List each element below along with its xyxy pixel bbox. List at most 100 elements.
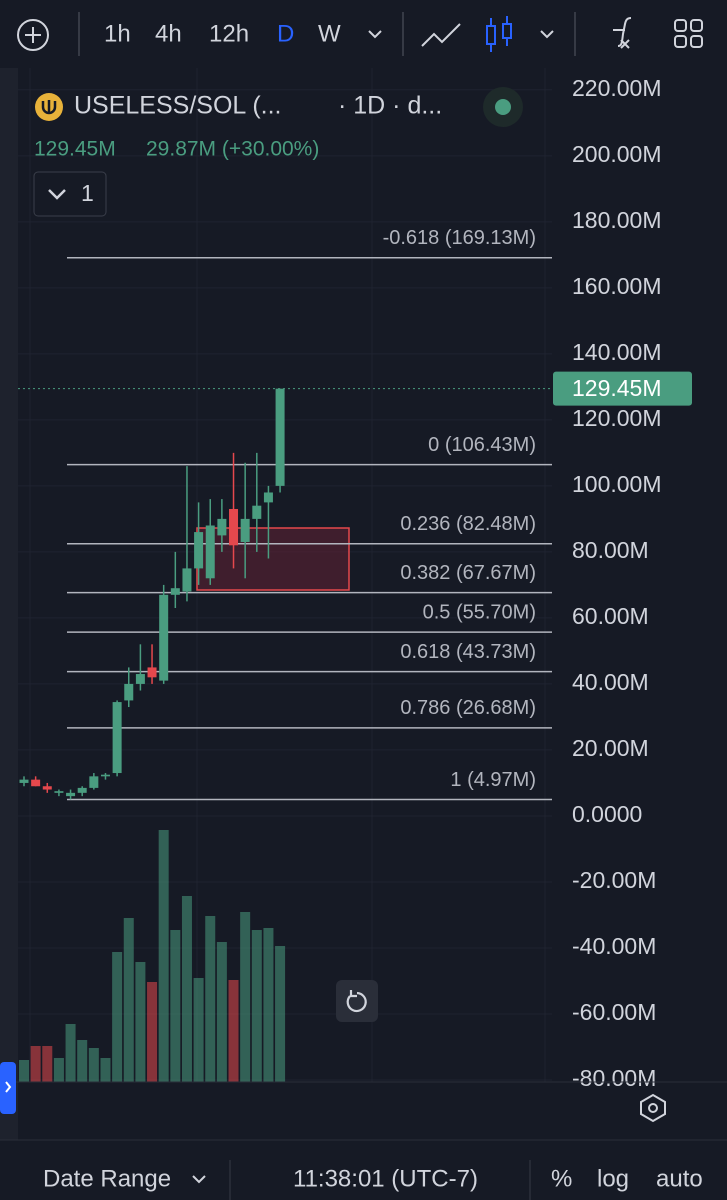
candle-body xyxy=(31,779,41,787)
interval-button[interactable]: D xyxy=(277,20,294,47)
volume-bar xyxy=(65,1024,76,1082)
y-tick-label: 60.00M xyxy=(572,603,649,629)
candle-body xyxy=(54,791,64,793)
volume-bar xyxy=(240,912,251,1082)
candle-body xyxy=(205,525,215,579)
volume-bar xyxy=(275,946,286,1082)
volume-bar xyxy=(88,1048,99,1082)
volume-bar xyxy=(147,982,158,1082)
candle-body xyxy=(147,667,157,678)
volume-bar xyxy=(30,1046,41,1082)
y-tick-label: 160.00M xyxy=(572,273,662,299)
y-tick-label: -80.00M xyxy=(572,1065,656,1091)
volume-bar xyxy=(158,830,169,1082)
line-chart-icon[interactable] xyxy=(421,23,461,47)
fib-level-label: 0.786 (26.68M) xyxy=(400,697,536,719)
volume-bar xyxy=(216,942,227,1082)
indicators-count: 1 xyxy=(81,180,94,206)
candle-body xyxy=(135,674,145,684)
indicators-toggle[interactable] xyxy=(33,171,107,217)
last-price-label: 129.45M xyxy=(572,375,662,401)
symbol-name[interactable]: USELESS/SOL (... xyxy=(74,92,281,120)
volume-bar xyxy=(205,916,216,1082)
fib-level-label: 0.236 (82.48M) xyxy=(400,513,536,535)
interval-button[interactable]: W xyxy=(318,20,341,47)
interval-button[interactable]: 1h xyxy=(104,20,131,47)
settings-dot xyxy=(648,1103,658,1113)
side-handle-arrow xyxy=(5,1081,12,1093)
clock: 11:38:01 (UTC-7) xyxy=(293,1165,478,1192)
y-tick-label: -60.00M xyxy=(572,999,656,1025)
candle-body xyxy=(112,702,122,774)
settings-icon[interactable] xyxy=(640,1093,666,1123)
last-price-tag xyxy=(553,371,692,406)
candle-body xyxy=(159,594,169,681)
volume-bar xyxy=(170,930,181,1082)
candle-body xyxy=(275,388,285,486)
y-tick-label: 20.00M xyxy=(572,735,649,761)
y-tick-label: 40.00M xyxy=(572,669,649,695)
y-tick-label: 100.00M xyxy=(572,471,662,497)
left-strip xyxy=(0,68,18,1140)
fib-level-label: 0 (106.43M) xyxy=(428,434,536,456)
y-tick-label: -40.00M xyxy=(572,933,656,959)
candle-body xyxy=(182,568,192,592)
add-button[interactable] xyxy=(17,19,49,51)
y-tick-label: -20.00M xyxy=(572,867,656,893)
candle-body xyxy=(229,508,239,546)
percent-toggle[interactable]: % xyxy=(551,1165,572,1192)
interval-button[interactable]: 12h xyxy=(209,20,249,47)
y-tick-label: 220.00M xyxy=(572,75,662,101)
y-tick-label: 120.00M xyxy=(572,405,662,431)
auto-toggle[interactable]: auto xyxy=(656,1165,703,1192)
interval-label: · 1D · d... xyxy=(338,92,442,120)
volume-bar xyxy=(112,952,123,1082)
candle-body xyxy=(252,505,262,519)
candle-body xyxy=(170,588,180,595)
indicators-icon[interactable] xyxy=(613,17,632,49)
layout-icon[interactable] xyxy=(674,19,703,48)
y-tick-label: 140.00M xyxy=(572,339,662,365)
fib-level-label: 1 (4.97M) xyxy=(450,769,536,791)
volume-bar xyxy=(19,1060,29,1082)
candle-body xyxy=(42,786,52,790)
candle-body xyxy=(19,779,29,783)
candle-body xyxy=(89,776,99,788)
fib-level-label: 0.618 (43.73M) xyxy=(400,641,536,663)
reset-button[interactable] xyxy=(336,980,378,1022)
log-toggle[interactable]: log xyxy=(597,1165,629,1192)
reset-icon xyxy=(346,990,367,1013)
toolbar xyxy=(17,12,703,56)
rectangle-drawing[interactable] xyxy=(196,527,350,591)
fib-level-label: 0.5 (55.70M) xyxy=(423,601,536,623)
volume-bar xyxy=(263,928,274,1082)
candle-body xyxy=(240,518,250,542)
price-axis xyxy=(552,68,727,1082)
y-tick-label: 80.00M xyxy=(572,537,649,563)
chart-type-menu[interactable] xyxy=(540,30,554,39)
y-tick-label: 180.00M xyxy=(572,207,662,233)
volume-bar xyxy=(77,1040,88,1082)
candle-icon[interactable] xyxy=(486,16,512,52)
symbol-icon-glyph xyxy=(41,100,57,115)
fib-level-label: -0.618 (169.13M) xyxy=(383,227,536,249)
volume-bar xyxy=(181,896,192,1082)
volume-bar xyxy=(193,978,204,1082)
volume-bar xyxy=(228,980,239,1082)
candle-body xyxy=(124,683,134,701)
candle-body xyxy=(100,774,110,777)
candle-body xyxy=(194,532,204,569)
interval-button[interactable]: 4h xyxy=(155,20,182,47)
y-tick-label: 200.00M xyxy=(572,141,662,167)
candle-body xyxy=(66,792,76,797)
interval-menu[interactable] xyxy=(368,30,382,39)
chevron xyxy=(48,189,66,200)
y-tick-label: 0.0000 xyxy=(572,801,642,827)
date-range-chevron xyxy=(192,1175,206,1184)
status-dot xyxy=(495,99,511,115)
volume-bar xyxy=(53,1058,64,1082)
volume-bar xyxy=(42,1046,53,1082)
date-range[interactable]: Date Range xyxy=(43,1165,171,1192)
last-price: 129.45M xyxy=(34,138,116,161)
